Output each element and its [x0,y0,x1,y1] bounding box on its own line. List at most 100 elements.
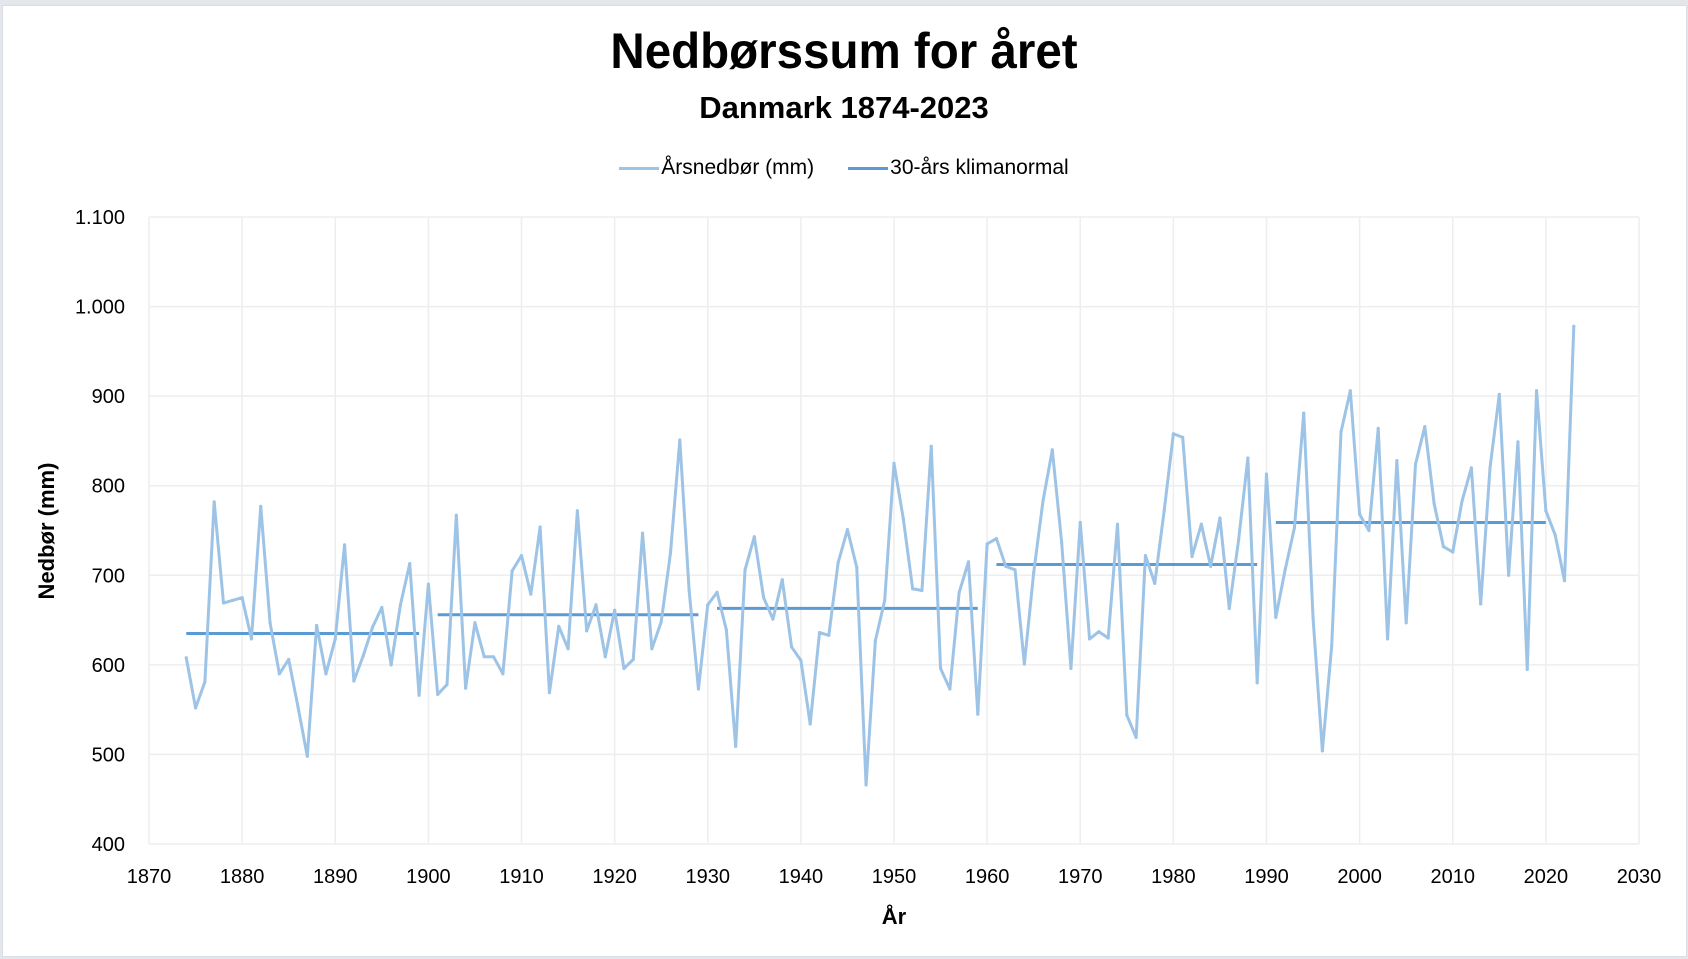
annual-point [743,568,747,572]
annual-point [1236,538,1241,542]
annual-point [1562,579,1567,583]
annual-point [473,621,477,625]
annual-point [631,657,635,662]
annual-point [1153,581,1157,585]
annual-point [389,663,393,667]
annual-point [361,654,365,658]
annual-point [1013,568,1017,572]
annual-point [901,517,905,521]
annual-point [613,608,617,612]
annual-point [1162,510,1166,514]
annual-point [827,633,831,637]
annual-point [1376,426,1380,430]
annual-point [1330,644,1334,648]
annual-point [547,691,552,695]
annual-point [370,625,375,629]
x-tick-label: 1990 [1244,866,1289,888]
annual-point [510,569,514,573]
annual-point [296,705,300,709]
annual-point [426,582,430,586]
annual-point [557,624,561,628]
annual-point [873,639,877,643]
annual-point [976,712,980,716]
annual-point [938,666,943,671]
annual-point [1069,666,1073,671]
y-tick-label: 700 [92,565,125,587]
annual-point [1041,499,1045,503]
annual-point [1106,636,1110,640]
annual-point [1264,472,1269,476]
annual-point [212,500,216,504]
annual-point [1218,516,1222,520]
y-tick-labels: 400 500 600 700 800 900 1.000 1.100 [75,207,125,856]
x-tick-label: 1940 [779,866,824,888]
x-axis-label: År [882,903,907,929]
x-tick-label: 2000 [1337,866,1382,888]
annual-point [1553,533,1557,537]
annual-point [566,647,570,651]
annual-point [277,672,281,676]
annual-point [1143,553,1148,558]
annual-point [734,744,738,748]
legend-item-annual: Årsnedbør (mm) [619,156,814,180]
annual-point [1060,540,1064,544]
annual-point [1283,568,1287,572]
annual-point [771,617,775,621]
annual-point [575,509,579,513]
grid [148,216,1640,845]
annual-point [752,535,756,539]
y-tick-label: 600 [92,655,125,677]
annual-point [1311,616,1315,620]
annual-point [491,655,496,659]
annual-point [911,587,915,591]
annual-point [1004,564,1008,568]
annual-point [1115,522,1120,526]
annual-point [1432,502,1436,506]
annual-point [706,603,710,607]
annual-point [287,657,291,662]
annual-point [529,592,533,596]
annual-point [1488,466,1492,470]
annual-point [603,655,607,659]
annual-point [855,565,859,569]
annual-point [184,656,188,660]
annual-point [640,531,645,535]
y-tick-label: 400 [92,834,125,856]
y-tick-label: 800 [92,476,125,498]
annual-point [1544,509,1548,513]
annual-point [1302,411,1306,415]
annual-point [715,590,719,594]
annual-point [333,637,337,641]
annual-point [268,621,272,625]
annual-point [1050,448,1054,452]
annual-point [1497,392,1501,396]
annual-point [1348,389,1352,393]
annual-point [585,629,589,633]
annual-point [985,542,989,546]
annual-point [883,598,887,602]
y-axis-label: Nedbør (mm) [34,463,59,600]
legend-swatch-normal [848,166,889,170]
annual-point [808,722,812,726]
annual-point [659,620,663,624]
annual-point [1255,681,1259,685]
annual-point [1246,456,1250,460]
annual-point [678,438,682,442]
x-tick-label: 1920 [592,866,637,888]
annual-point [836,561,840,565]
annual-point [1032,570,1036,575]
annual-point [1078,520,1082,525]
annual-point [957,590,961,594]
x-tick-label: 1870 [127,866,172,888]
x-tick-label: 1910 [499,866,544,888]
annual-point [519,553,524,558]
annual-point [1395,459,1399,463]
legend: Årsnedbør (mm) 30-års klimanormal [0,156,1688,180]
annual-point [1292,526,1297,530]
x-tick-label: 2020 [1524,866,1569,888]
annual-point [193,706,198,710]
annual-point [1209,564,1213,568]
annual-point [994,536,999,541]
annual-point [1423,424,1427,429]
annual-point [1404,621,1408,625]
